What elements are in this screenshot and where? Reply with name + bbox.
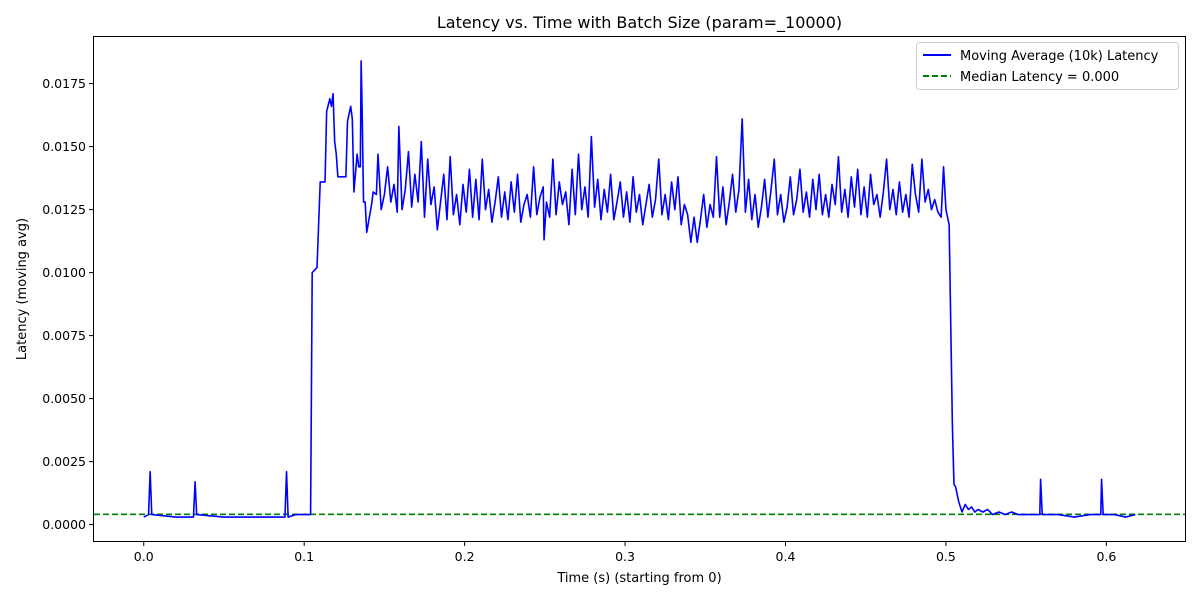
y-tick-label: 0.0100 xyxy=(42,265,86,280)
moving-average-line xyxy=(143,60,1136,518)
y-tick-label: 0.0175 xyxy=(42,76,86,91)
y-axis-label: Latency (moving avg) xyxy=(15,218,30,360)
x-tick-label: 0.6 xyxy=(1096,549,1116,564)
y-tick-label: 0.0000 xyxy=(42,517,86,532)
x-axis-label: Time (s) (starting from 0) xyxy=(556,571,721,586)
y-tick-label: 0.0075 xyxy=(42,328,86,343)
axes-frame xyxy=(93,36,1186,542)
legend-label-median: Median Latency = 0.000 xyxy=(960,70,1119,85)
plot-area xyxy=(94,60,1185,518)
legend-label-moving-average: Moving Average (10k) Latency xyxy=(960,49,1159,64)
x-tick-label: 0.4 xyxy=(776,549,796,564)
y-tick-label: 0.0025 xyxy=(42,454,86,469)
x-tick-label: 0.3 xyxy=(615,549,635,564)
legend-box xyxy=(916,42,1179,90)
x-tick-label: 0.1 xyxy=(294,549,314,564)
chart-title: Latency vs. Time with Batch Size (param=… xyxy=(437,13,842,33)
x-tick-label: 0.2 xyxy=(455,549,475,564)
x-tick-label: 0.5 xyxy=(936,549,956,564)
legend: Moving Average (10k) Latency Median Late… xyxy=(916,42,1179,90)
y-tick-label: 0.0125 xyxy=(42,202,86,217)
y-axis: 0.0000 0.0025 0.0050 0.0075 0.0100 0.0125 0.01… xyxy=(42,76,94,532)
y-tick-label: 0.0150 xyxy=(42,139,86,154)
x-tick-label: 0.0 xyxy=(134,549,154,564)
x-axis: 0.0 0.1 0.2 0.3 0.4 0.5 0.6 xyxy=(134,541,1116,564)
y-tick-label: 0.0050 xyxy=(42,391,86,406)
